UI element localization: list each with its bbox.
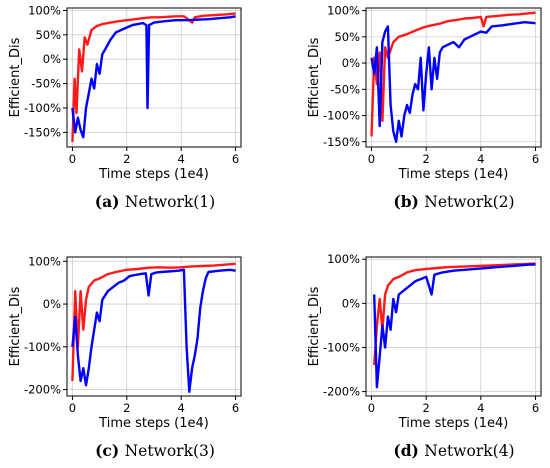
chart-panel-1: 0 2 4 6 -150% -100% -50% 0% 50% 100% Time steps (1… [8, 3, 242, 211]
x-tick-label: 4 [178, 152, 185, 166]
series-line-2 [71, 15, 236, 139]
y-axis-label: Efficient_Dis [307, 286, 322, 366]
series-line-1 [373, 262, 536, 366]
y-tick-label: 0% [342, 56, 360, 70]
series-line-2 [370, 21, 536, 143]
y-axis-label: Efficient_Dis [307, 37, 322, 117]
y-tick-label: -200% [24, 383, 61, 397]
plot-frame [66, 256, 242, 397]
y-tick-label: -150% [24, 125, 61, 139]
y-axis-label: Efficient_Dis [8, 37, 23, 117]
y-tick-label: 0% [342, 296, 360, 310]
chart-panel-4: 0 2 4 6 -200% -100% 0% 100% Time steps (1e4) Effi… [307, 252, 542, 460]
caption-text: Network(1) [125, 193, 215, 211]
x-tick-label: 0 [368, 152, 375, 166]
panel-caption: (a) Network(1) [95, 192, 215, 211]
x-axis-label: Time steps (1e4) [98, 167, 209, 182]
y-axis-label: Efficient_Dis [8, 286, 23, 366]
caption-letter: (a) [95, 192, 125, 211]
caption-letter: (c) [95, 441, 125, 460]
chart-panel-2: 0 2 4 6 -150% -100% -50% 0% 50% 100% Time steps (1… [307, 4, 542, 211]
y-tick-label: 100% [28, 3, 61, 17]
caption-letter: (b) [393, 192, 424, 211]
caption-text: Network(3) [125, 442, 215, 460]
caption-text: Network(4) [424, 442, 514, 460]
x-tick-label: 6 [532, 152, 539, 166]
y-tick-label: -100% [24, 340, 61, 354]
x-tick-label: 0 [69, 152, 76, 166]
x-tick-label: 0 [368, 401, 375, 415]
x-axis-label: Time steps (1e4) [398, 416, 509, 431]
y-tick-label: -50% [330, 82, 360, 96]
x-tick-label: 2 [422, 152, 429, 166]
series-line-2 [373, 263, 536, 389]
x-tick-label: 2 [123, 401, 130, 415]
x-axis-label: Time steps (1e4) [98, 416, 209, 431]
series-line-1 [71, 12, 236, 143]
y-tick-label: 100% [28, 254, 61, 268]
panel-caption: (d) Network(4) [393, 441, 514, 460]
x-tick-label: 6 [232, 152, 239, 166]
plot-frame [66, 7, 242, 148]
x-tick-label: 2 [422, 401, 429, 415]
y-tick-label: -100% [323, 109, 360, 123]
plot-frame [365, 7, 542, 148]
y-tick-label: -150% [323, 135, 360, 149]
x-tick-label: 6 [232, 401, 239, 415]
panel-caption: (b) Network(2) [393, 192, 514, 211]
x-tick-label: 4 [477, 401, 484, 415]
y-tick-label: 50% [334, 30, 360, 44]
y-tick-label: 50% [35, 28, 61, 42]
chart-panel-3: 0 2 4 6 -200% -100% 0% 100% Time steps (1e4) Effi… [8, 254, 242, 460]
caption-text: Network(2) [424, 193, 514, 211]
series-line-1 [71, 262, 236, 382]
x-axis-label: Time steps (1e4) [398, 167, 509, 182]
x-tick-label: 6 [532, 401, 539, 415]
y-tick-label: -100% [323, 340, 360, 354]
y-tick-label: -50% [31, 77, 61, 91]
series-line-2 [71, 268, 236, 393]
y-tick-label: 0% [43, 297, 61, 311]
x-tick-label: 0 [69, 401, 76, 415]
panel-caption: (c) Network(3) [95, 441, 215, 460]
x-tick-label: 4 [178, 401, 185, 415]
y-tick-label: 100% [327, 252, 360, 266]
y-tick-label: -200% [323, 385, 360, 399]
y-tick-label: -100% [24, 101, 61, 115]
x-tick-label: 2 [123, 152, 130, 166]
caption-letter: (d) [393, 441, 424, 460]
plot-frame [365, 256, 542, 397]
y-tick-label: 0% [43, 52, 61, 66]
y-tick-label: 100% [327, 4, 360, 18]
series-line-1 [370, 11, 536, 137]
x-tick-label: 4 [477, 152, 484, 166]
